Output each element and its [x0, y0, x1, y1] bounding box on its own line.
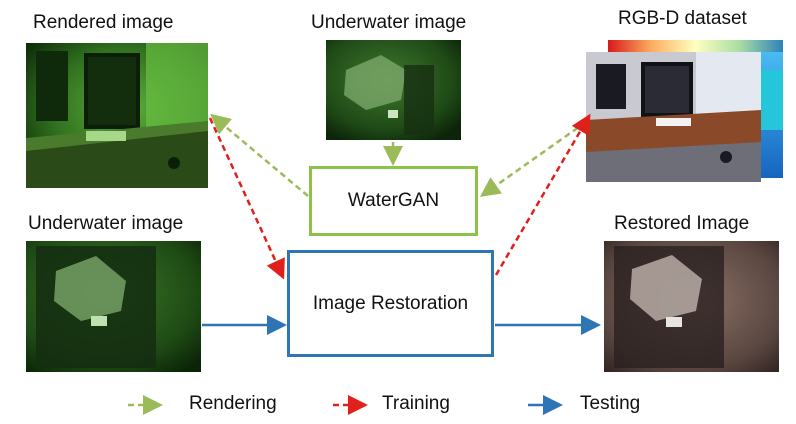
rgbd-rgb-image [586, 52, 761, 182]
training-arrow-restoration-to-rgbd [494, 113, 591, 276]
watergan-box: WaterGAN [309, 166, 478, 236]
underwater-image-top-label: Underwater image [311, 12, 467, 33]
rendered-image [26, 43, 208, 188]
restored-image-label: Restored Image [614, 213, 750, 234]
legend-testing-label: Testing [580, 393, 641, 414]
rendering-arrow-rgbd-to-watergan [479, 120, 587, 197]
underwater-image-left [26, 241, 201, 372]
restored-image [604, 241, 779, 372]
rendering-arrow-watergan-to-rendered [210, 113, 309, 197]
image-restoration-box: Image Restoration [287, 250, 494, 357]
legend-rendering-label: Rendering [189, 393, 277, 414]
training-arrow-rendered-to-restoration [208, 117, 285, 280]
image-restoration-label: Image Restoration [312, 292, 469, 314]
underwater-image-top [326, 40, 461, 140]
rendered-image-label: Rendered image [33, 12, 174, 33]
watergan-label: WaterGAN [347, 190, 440, 211]
underwater-image-left-label: Underwater image [28, 213, 184, 234]
rgbd-dataset-label: RGB-D dataset [618, 8, 747, 29]
legend-training-label: Training [382, 393, 450, 414]
